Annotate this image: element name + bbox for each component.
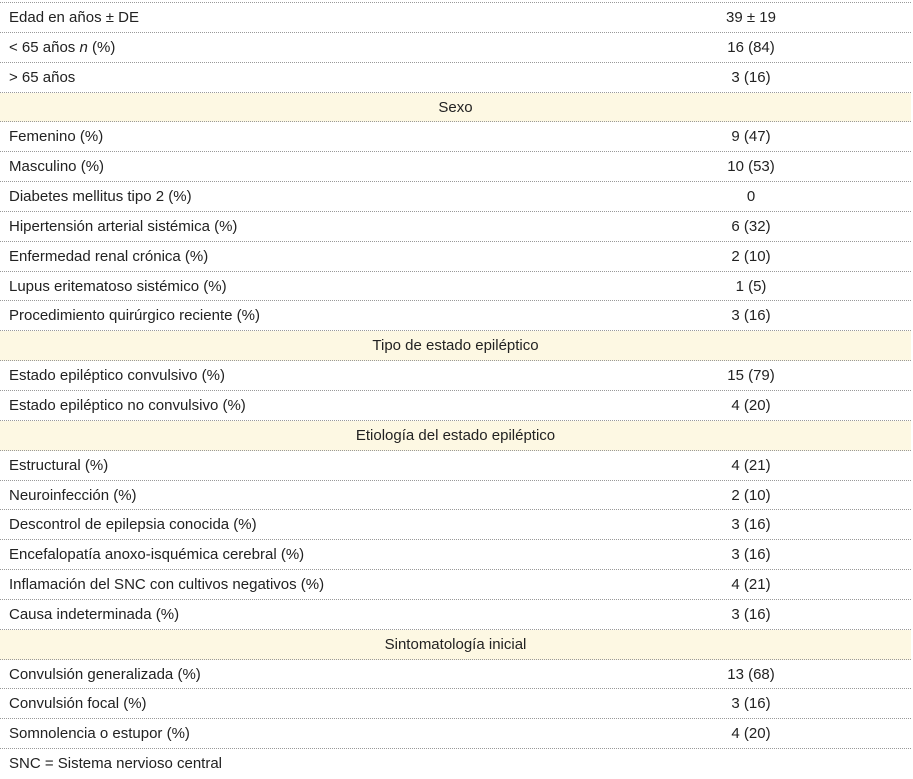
label-text: > 65 años xyxy=(9,68,76,86)
row-value: 3 (16) xyxy=(731,307,771,325)
label-text: Convulsión generalizada (%) xyxy=(9,665,201,683)
row-label: Lupus eritematoso sistémico (%) xyxy=(9,272,227,301)
row-value: 3 (16) xyxy=(731,516,771,534)
row-value: 1 (5) xyxy=(735,277,767,295)
row-label: Masculino (%) xyxy=(9,152,104,181)
label-text: Causa indeterminada (%) xyxy=(9,605,180,623)
row-value: 3 (16) xyxy=(731,546,771,564)
row-label: Edad en años ± DE xyxy=(9,3,139,32)
row-label: Inflamación del SNC con cultivos negativ… xyxy=(9,570,324,599)
label-text: Diabetes mellitus tipo 2 (%) xyxy=(9,188,192,206)
table-row: Encefalopatía anoxo-isquémica cerebral (… xyxy=(0,540,911,571)
label-text: Lupus eritematoso sistémico (%) xyxy=(9,277,227,295)
row-value: 39 ± 19 xyxy=(726,9,776,26)
row-value: 2 (10) xyxy=(731,247,771,265)
row-value: 2 (10) xyxy=(731,486,771,504)
label-text: Estado epiléptico convulsivo (%) xyxy=(9,367,225,385)
label-text: Estado epiléptico no convulsivo (%) xyxy=(9,396,246,414)
section-title: Sexo xyxy=(438,98,473,116)
row-value: 0 xyxy=(746,188,756,206)
section-row: Sintomatología inicial xyxy=(0,629,911,660)
table-row: Convulsión generalizada (%) 13 (68) xyxy=(0,660,911,690)
table-row: Estructural (%) 4 (21) xyxy=(0,451,911,481)
row-label: Estructural (%) xyxy=(9,451,108,480)
row-label: Femenino (%) xyxy=(9,122,103,151)
row-label: Estado epiléptico convulsivo (%) xyxy=(9,361,225,390)
row-value: 4 (21) xyxy=(731,576,771,594)
section-row: Sexo xyxy=(0,92,911,123)
row-value: 9 (47) xyxy=(731,128,771,146)
row-label: Convulsión focal (%) xyxy=(9,689,147,718)
row-value: 4 (20) xyxy=(731,725,771,743)
section-title: Sintomatología inicial xyxy=(384,635,527,653)
label-suffix: (%) xyxy=(92,38,116,56)
table-row: Causa indeterminada (%) 3 (16) xyxy=(0,600,911,630)
table-row: Estado epiléptico convulsivo (%) 15 (79) xyxy=(0,361,911,391)
table-row: Somnolencia o estupor (%) 4 (20) xyxy=(0,719,911,750)
row-value: 3 (16) xyxy=(731,695,771,713)
row-label: Descontrol de epilepsia conocida (%) xyxy=(9,510,257,539)
table-row: Neuroinfección (%) 2 (10) xyxy=(0,481,911,511)
label-italic: n xyxy=(79,38,88,56)
row-value: 6 (32) xyxy=(731,217,771,235)
row-label: Convulsión generalizada (%) xyxy=(9,660,201,689)
label-text: Estructural (%) xyxy=(9,456,109,474)
row-label: Hipertensión arterial sistémica (%) xyxy=(9,212,237,241)
table-row: Hipertensión arterial sistémica (%) 6 (32… xyxy=(0,212,911,242)
table-row: Estado epiléptico no convulsivo (%) 4 (20… xyxy=(0,391,911,421)
section-title: Tipo de estado epiléptico xyxy=(372,337,539,355)
section-row: Tipo de estado epiléptico xyxy=(0,331,911,362)
label-text: Encefalopatía anoxo-isquémica cerebral (… xyxy=(9,546,305,564)
table-row: Masculino (%) 10 (53) xyxy=(0,152,911,183)
table-row: Enfermedad renal crónica (%) 2 (10) xyxy=(0,242,911,272)
label-text: Descontrol de epilepsia conocida (%) xyxy=(9,516,257,534)
table-row: Descontrol de epilepsia conocida (%) 3 (1… xyxy=(0,510,911,541)
table-row: Convulsión focal (%) 3 (16) xyxy=(0,689,911,720)
table-row: < 65 años n (%) 16 (84) xyxy=(0,33,911,63)
row-label: Diabetes mellitus tipo 2 (%) xyxy=(9,182,192,211)
label-text: Masculino (%) xyxy=(9,158,105,176)
row-label: Neuroinfección (%) xyxy=(9,481,137,510)
label-text: Somnolencia o estupor (%) xyxy=(9,725,190,743)
label-text: Femenino (%) xyxy=(9,128,104,146)
row-label: > 65 años xyxy=(9,63,75,92)
row-value: 4 (20) xyxy=(731,396,771,414)
row-value: 3 (16) xyxy=(731,68,771,86)
label-text: Enfermedad renal crónica (%) xyxy=(9,247,209,265)
row-value: 15 (79) xyxy=(727,367,775,385)
table-row: Inflamación del SNC con cultivos negativ… xyxy=(0,570,911,600)
table-row: Lupus eritematoso sistémico (%) 1 (5) xyxy=(0,272,911,302)
row-value: 10 (53) xyxy=(727,158,775,176)
table-row: Diabetes mellitus tipo 2 (%) 0 xyxy=(0,182,911,212)
table-row: Edad en años ± DE 39 ± 19 xyxy=(0,3,911,33)
row-label: Somnolencia o estupor (%) xyxy=(9,719,190,748)
label-text: Procedimiento quirúrgico reciente (%) xyxy=(9,307,260,325)
label-text: < 65 años xyxy=(9,38,76,56)
row-value: 16 (84) xyxy=(727,38,775,56)
table-row: Procedimiento quirúrgico reciente (%) 3 (… xyxy=(0,301,911,332)
label-text: Convulsión focal (%) xyxy=(9,695,147,713)
section-title: Etiología del estado epiléptico xyxy=(355,426,556,444)
row-label: Encefalopatía anoxo-isquémica cerebral (… xyxy=(9,540,304,569)
table-row: > 65 años 3 (16) xyxy=(0,63,911,93)
row-value: 13 (68) xyxy=(727,665,775,683)
label-text: Edad en años ± DE xyxy=(9,9,139,26)
label-text: Neuroinfección (%) xyxy=(9,486,137,504)
section-row: Etiología del estado epiléptico xyxy=(0,420,911,451)
row-value: 3 (16) xyxy=(731,605,771,623)
row-label: Procedimiento quirúrgico reciente (%) xyxy=(9,301,260,330)
row-label: Causa indeterminada (%) xyxy=(9,600,179,629)
row-value: 4 (21) xyxy=(731,456,771,474)
label-text: Hipertensión arterial sistémica (%) xyxy=(9,217,238,235)
row-label: < 65 años n (%) xyxy=(9,33,115,62)
footnote: SNC = Sistema nervioso central xyxy=(9,755,223,773)
label-text: Inflamación del SNC con cultivos negativ… xyxy=(9,576,325,594)
table-row: Femenino (%) 9 (47) xyxy=(0,122,911,153)
row-label: Estado epiléptico no convulsivo (%) xyxy=(9,391,246,420)
row-label: Enfermedad renal crónica (%) xyxy=(9,242,208,271)
